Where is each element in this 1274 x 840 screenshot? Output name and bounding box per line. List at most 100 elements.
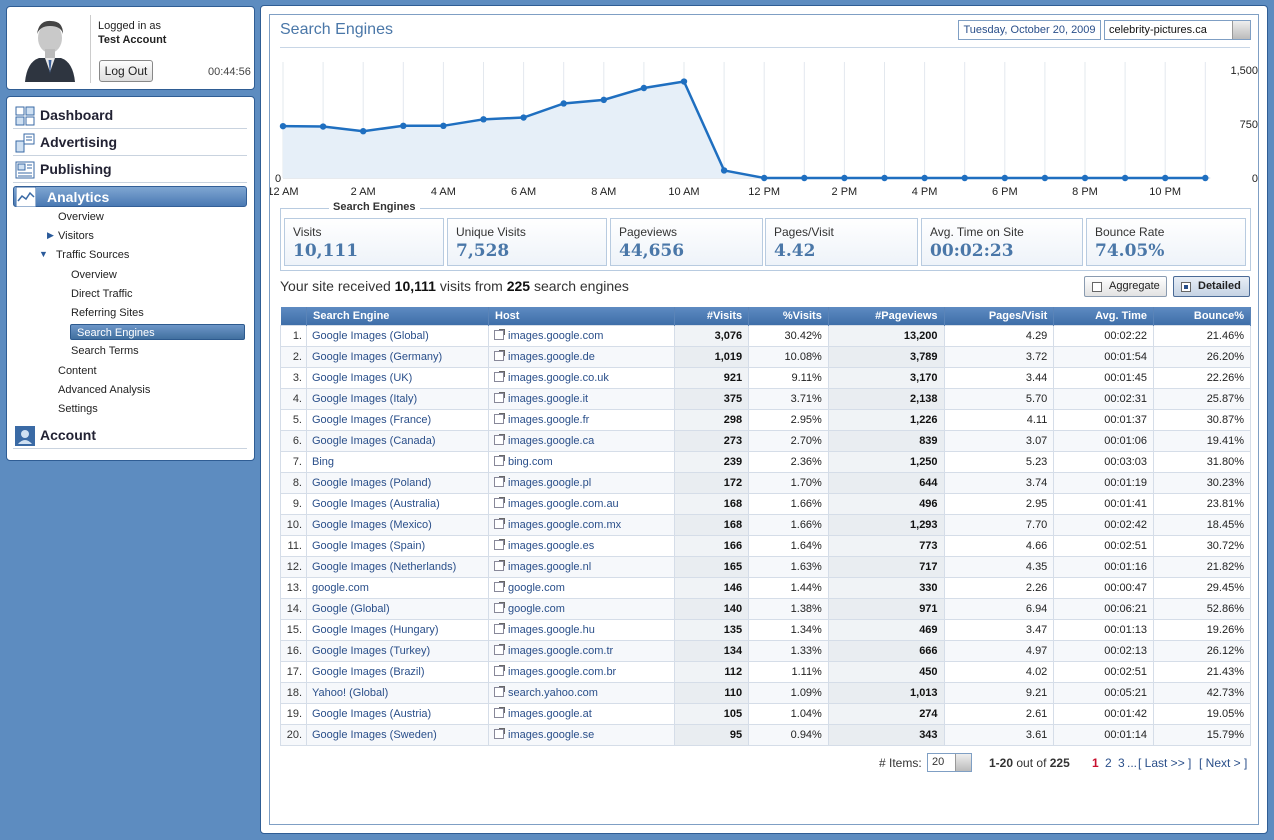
nav-advertising[interactable]: Advertising bbox=[13, 130, 247, 156]
host-link[interactable]: images.google.com bbox=[488, 324, 675, 347]
nav-analytics-overview[interactable]: Overview bbox=[58, 211, 104, 223]
host-link[interactable]: images.google.com.tr bbox=[488, 639, 675, 662]
nav-settings[interactable]: Settings bbox=[58, 403, 98, 415]
table-row[interactable]: 15. Google Images (Hungary) images.google.… bbox=[280, 618, 1251, 641]
host-text[interactable]: search.yahoo.com bbox=[508, 686, 598, 699]
table-row[interactable]: 17. Google Images (Brazil) images.google.c… bbox=[280, 660, 1251, 683]
host-link[interactable]: images.google.fr bbox=[488, 408, 675, 431]
table-row[interactable]: 6. Google Images (Canada) images.google.ca… bbox=[280, 429, 1251, 452]
table-row[interactable]: 8. Google Images (Poland) images.google.pl… bbox=[280, 471, 1251, 494]
col-avg-time[interactable]: Avg. Time bbox=[1053, 307, 1155, 325]
host-link[interactable]: bing.com bbox=[488, 450, 675, 473]
nav-direct-traffic[interactable]: Direct Traffic bbox=[71, 288, 133, 300]
host-text[interactable]: images.google.nl bbox=[508, 560, 592, 573]
host-text[interactable]: images.google.co.uk bbox=[508, 371, 609, 384]
engine-name[interactable]: Bing bbox=[306, 450, 489, 473]
engine-name[interactable]: Google Images (Italy) bbox=[306, 387, 489, 410]
engine-name[interactable]: Google Images (Hungary) bbox=[306, 618, 489, 641]
host-link[interactable]: images.google.es bbox=[488, 534, 675, 557]
host-text[interactable]: images.google.pl bbox=[508, 476, 592, 489]
external-link-icon[interactable] bbox=[494, 517, 505, 529]
nav-visitors[interactable]: Visitors bbox=[58, 230, 94, 242]
external-link-icon[interactable] bbox=[494, 370, 505, 382]
external-link-icon[interactable] bbox=[494, 706, 505, 718]
nav-advanced-analysis[interactable]: Advanced Analysis bbox=[58, 384, 151, 396]
engine-name[interactable]: Google Images (Australia) bbox=[306, 492, 489, 515]
table-row[interactable]: 11. Google Images (Spain) images.google.es… bbox=[280, 534, 1251, 557]
col-search-engine[interactable]: Search Engine bbox=[306, 307, 489, 325]
host-text[interactable]: images.google.es bbox=[508, 539, 595, 552]
table-row[interactable]: 19. Google Images (Austria) images.google.… bbox=[280, 702, 1251, 725]
table-row[interactable]: 10. Google Images (Mexico) images.google.c… bbox=[280, 513, 1251, 536]
engine-name[interactable]: Google Images (Sweden) bbox=[306, 723, 489, 746]
table-row[interactable]: 7. Bing bing.com 239 2.36% 1,250 5.23 00:03:03 3… bbox=[280, 450, 1251, 473]
host-text[interactable]: images.google.hu bbox=[508, 623, 595, 636]
engine-name[interactable]: Google Images (Mexico) bbox=[306, 513, 489, 536]
host-link[interactable]: images.google.hu bbox=[488, 618, 675, 641]
host-text[interactable]: images.google.com.tr bbox=[508, 644, 614, 657]
nav-search-terms[interactable]: Search Terms bbox=[71, 345, 139, 357]
host-text[interactable]: bing.com bbox=[508, 455, 553, 468]
host-link[interactable]: google.com bbox=[488, 597, 675, 620]
external-link-icon[interactable] bbox=[494, 433, 505, 445]
host-link[interactable]: images.google.pl bbox=[488, 471, 675, 494]
logout-button[interactable]: Log Out bbox=[99, 60, 153, 82]
host-link[interactable]: images.google.at bbox=[488, 702, 675, 725]
table-row[interactable]: 12. Google Images (Netherlands) images.goo… bbox=[280, 555, 1251, 578]
col-pages-visit[interactable]: Pages/Visit bbox=[944, 307, 1055, 325]
host-text[interactable]: images.google.de bbox=[508, 350, 595, 363]
table-row[interactable]: 9. Google Images (Australia) images.google… bbox=[280, 492, 1251, 515]
external-link-icon[interactable] bbox=[494, 412, 505, 424]
engine-name[interactable]: Yahoo! (Global) bbox=[306, 681, 489, 704]
host-link[interactable]: images.google.de bbox=[488, 345, 675, 368]
col-pct-visits[interactable]: %Visits bbox=[748, 307, 829, 325]
host-text[interactable]: images.google.com.au bbox=[508, 497, 619, 510]
dropdown-arrow-icon[interactable] bbox=[955, 754, 971, 771]
host-link[interactable]: google.com bbox=[488, 576, 675, 599]
external-link-icon[interactable] bbox=[494, 538, 505, 550]
nav-referring-sites[interactable]: Referring Sites bbox=[71, 307, 144, 319]
host-text[interactable]: images.google.com.br bbox=[508, 665, 617, 678]
engine-name[interactable]: Google Images (Germany) bbox=[306, 345, 489, 368]
host-text[interactable]: images.google.com.mx bbox=[508, 518, 622, 531]
host-link[interactable]: images.google.com.au bbox=[488, 492, 675, 515]
host-link[interactable]: images.google.co.uk bbox=[488, 366, 675, 389]
nav-dashboard[interactable]: Dashboard bbox=[13, 103, 247, 129]
page-link-3[interactable]: 3 bbox=[1118, 756, 1125, 770]
col-host[interactable]: Host bbox=[488, 307, 675, 325]
host-text[interactable]: images.google.fr bbox=[508, 413, 590, 426]
external-link-icon[interactable] bbox=[494, 391, 505, 403]
table-row[interactable]: 14. Google (Global) google.com 140 1.38% 971 6… bbox=[280, 597, 1251, 620]
col-pageviews[interactable]: #Pageviews bbox=[828, 307, 945, 325]
table-row[interactable]: 20. Google Images (Sweden) images.google.s… bbox=[280, 723, 1251, 746]
expand-arrow-icon[interactable]: ▶ bbox=[47, 230, 54, 240]
host-text[interactable]: images.google.se bbox=[508, 728, 595, 741]
nav-analytics[interactable]: Analytics bbox=[13, 186, 247, 207]
nav-publishing[interactable]: Publishing bbox=[13, 157, 247, 183]
table-row[interactable]: 3. Google Images (UK) images.google.co.uk 9… bbox=[280, 366, 1251, 389]
external-link-icon[interactable] bbox=[494, 727, 505, 739]
external-link-icon[interactable] bbox=[494, 559, 505, 571]
host-link[interactable]: images.google.com.mx bbox=[488, 513, 675, 536]
aggregate-toggle[interactable]: Aggregate bbox=[1084, 276, 1167, 297]
host-text[interactable]: images.google.at bbox=[508, 707, 592, 720]
table-row[interactable]: 13. google.com google.com 146 1.44% 330 2.26 00… bbox=[280, 576, 1251, 599]
engine-name[interactable]: Google Images (Spain) bbox=[306, 534, 489, 557]
nav-search-engines[interactable]: Search Engines bbox=[70, 324, 245, 340]
external-link-icon[interactable] bbox=[494, 643, 505, 655]
nav-traffic-sources[interactable]: Traffic Sources bbox=[56, 249, 130, 261]
page-last-link[interactable]: [ Last >> ] bbox=[1138, 756, 1192, 770]
table-row[interactable]: 4. Google Images (Italy) images.google.it 3… bbox=[280, 387, 1251, 410]
col-visits[interactable]: #Visits bbox=[674, 307, 750, 325]
engine-name[interactable]: Google Images (Canada) bbox=[306, 429, 489, 452]
external-link-icon[interactable] bbox=[494, 328, 505, 340]
host-link[interactable]: images.google.se bbox=[488, 723, 675, 746]
host-link[interactable]: images.google.it bbox=[488, 387, 675, 410]
collapse-arrow-icon[interactable]: ▼ bbox=[39, 249, 48, 259]
page-link-2[interactable]: 2 bbox=[1105, 756, 1112, 770]
table-row[interactable]: 18. Yahoo! (Global) search.yahoo.com 110 1.0… bbox=[280, 681, 1251, 704]
items-per-page-select[interactable]: 20 bbox=[927, 753, 972, 772]
nav-content[interactable]: Content bbox=[58, 365, 97, 377]
table-row[interactable]: 1. Google Images (Global) images.google.co… bbox=[280, 324, 1251, 347]
external-link-icon[interactable] bbox=[494, 454, 505, 466]
